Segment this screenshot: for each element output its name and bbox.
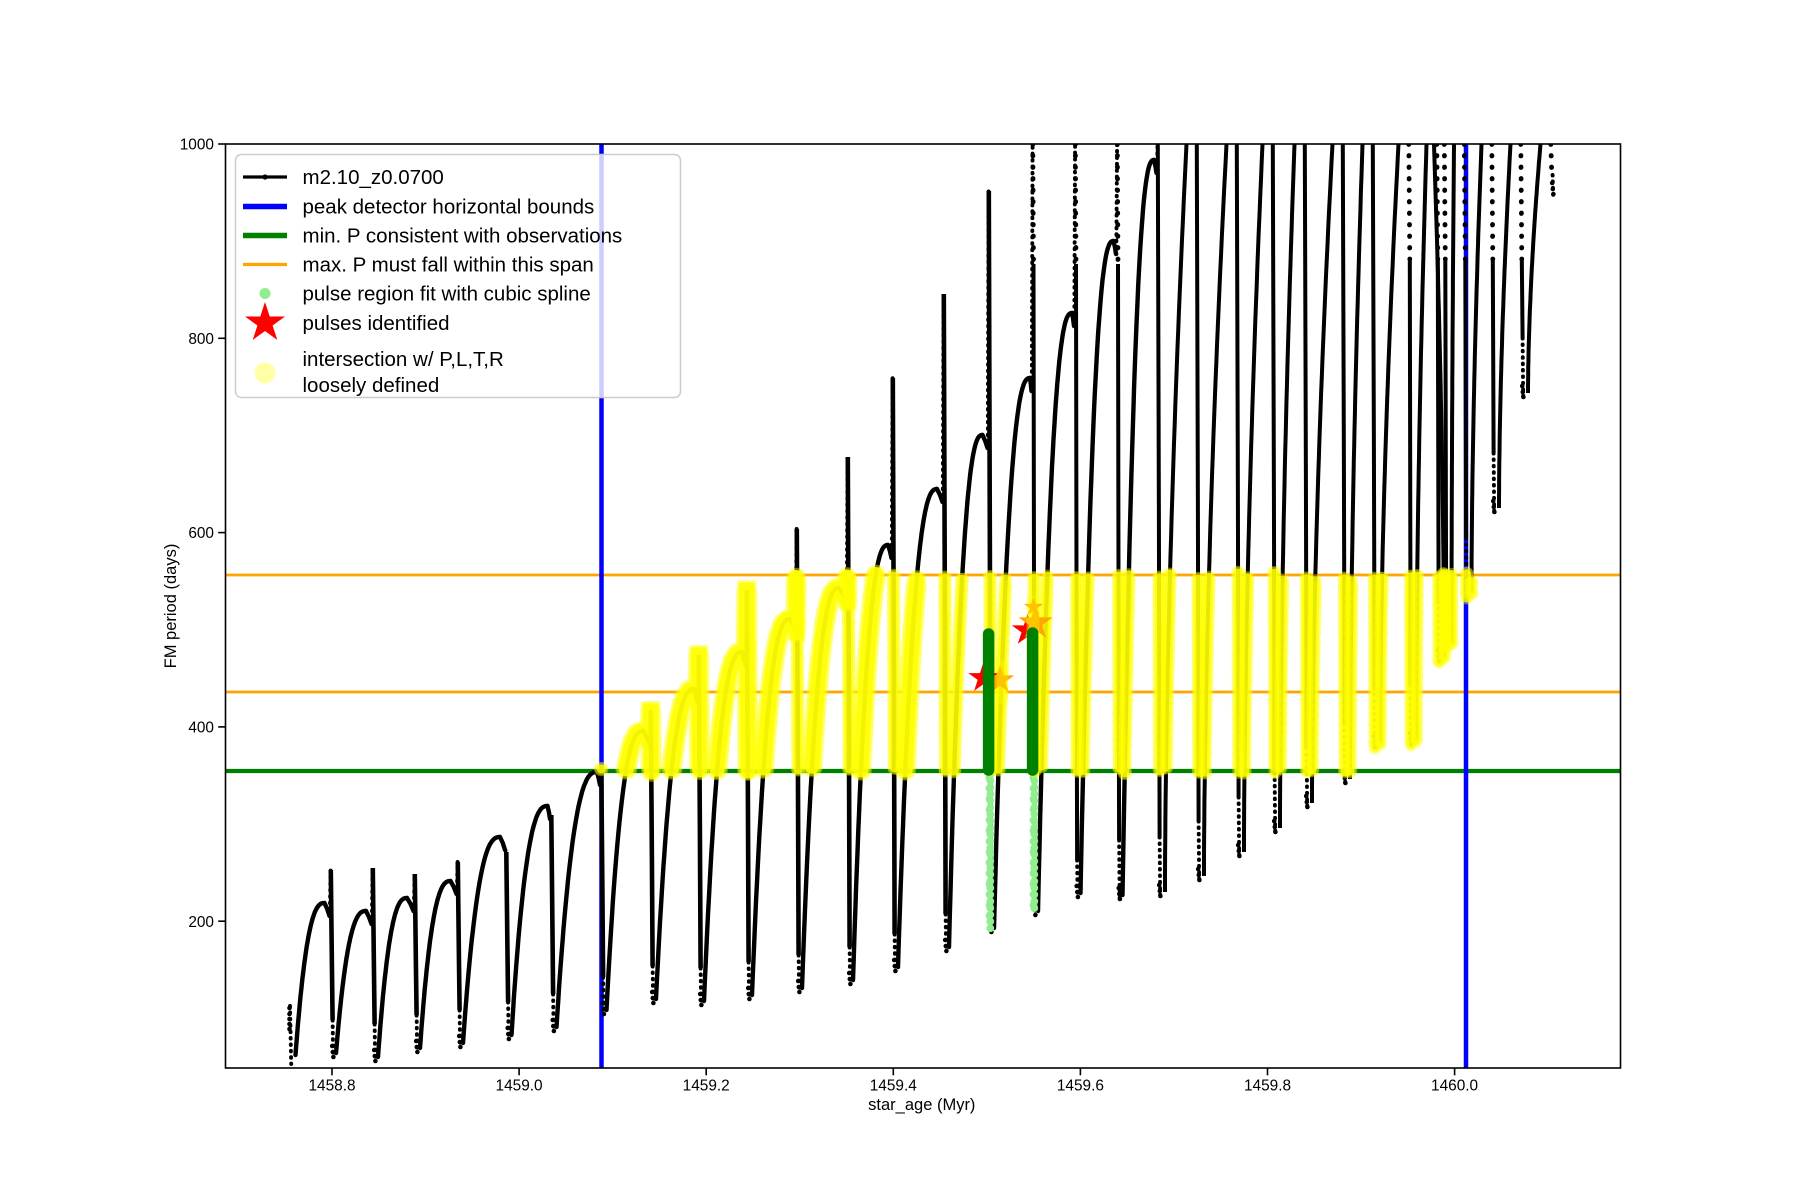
svg-text:pulses identified: pulses identified [303, 312, 450, 335]
svg-text:1459.0: 1459.0 [496, 1078, 543, 1095]
svg-text:800: 800 [188, 331, 214, 348]
svg-text:intersection w/ P,L,T,R: intersection w/ P,L,T,R [303, 348, 504, 371]
svg-text:max. P must fall within this s: max. P must fall within this span [303, 254, 594, 277]
svg-text:1458.8: 1458.8 [308, 1078, 355, 1095]
svg-text:1459.8: 1459.8 [1244, 1078, 1291, 1095]
svg-text:600: 600 [188, 525, 214, 542]
svg-text:1459.4: 1459.4 [870, 1078, 918, 1095]
svg-text:pulse region fit with cubic sp: pulse region fit with cubic spline [303, 283, 591, 306]
svg-text:star_age (Myr): star_age (Myr) [868, 1096, 975, 1114]
svg-text:1459.2: 1459.2 [683, 1078, 730, 1095]
svg-text:200: 200 [188, 914, 214, 931]
svg-text:1459.6: 1459.6 [1057, 1078, 1104, 1095]
svg-text:min. P consistent with observa: min. P consistent with observations [303, 225, 623, 248]
svg-text:m2.10_z0.0700: m2.10_z0.0700 [303, 166, 444, 189]
svg-text:peak detector horizontal bound: peak detector horizontal bounds [303, 196, 595, 219]
svg-text:400: 400 [188, 720, 214, 737]
svg-text:FM period (days): FM period (days) [162, 544, 180, 669]
svg-text:1460.0: 1460.0 [1431, 1078, 1478, 1095]
svg-text:1000: 1000 [180, 137, 214, 154]
svg-text:loosely defined: loosely defined [303, 374, 440, 397]
